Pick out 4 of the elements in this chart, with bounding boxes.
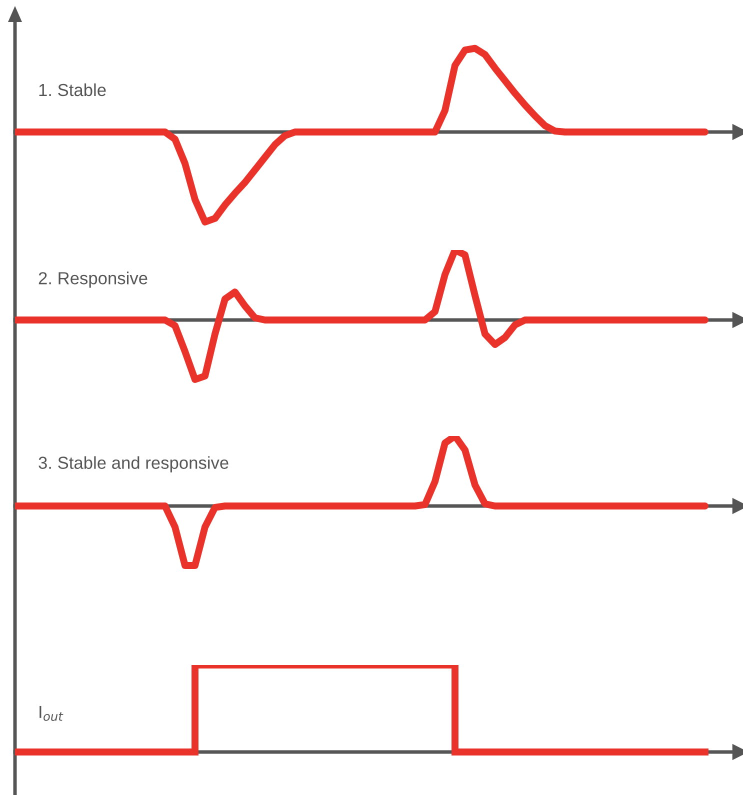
text: 1. Stable — [39, 83, 106, 96]
text: 2. Responsive — [38, 272, 148, 288]
annotation: I$_{out}$ — [40, 706, 64, 721]
text: 3. Stable and responsive — [38, 456, 228, 472]
